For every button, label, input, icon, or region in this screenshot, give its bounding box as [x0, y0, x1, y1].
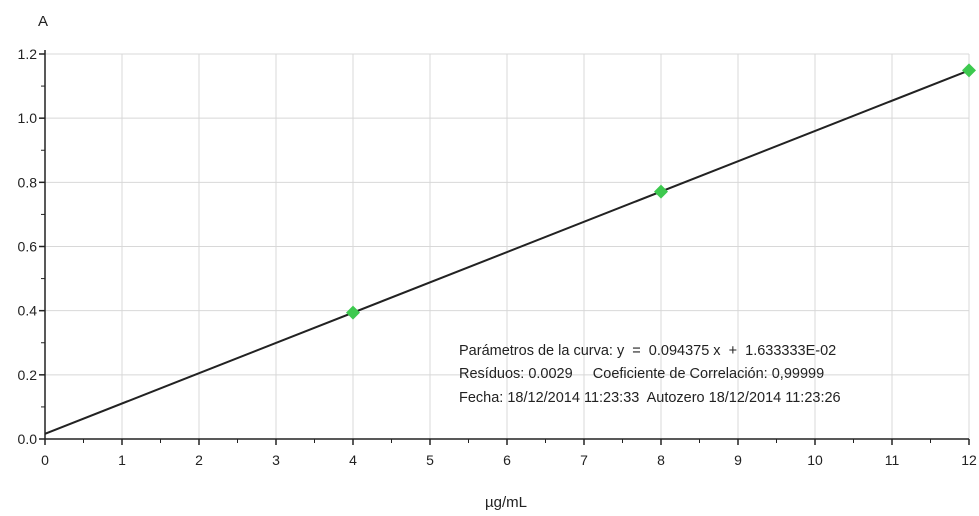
x-tick-label: 5 [426, 452, 434, 468]
x-tick-label: 3 [272, 452, 280, 468]
y-tick-label: 1.0 [18, 110, 38, 126]
y-tick-label: 0.2 [18, 367, 38, 383]
x-tick-label: 2 [195, 452, 203, 468]
y-tick-label: 0.4 [18, 303, 38, 319]
data-point-marker [962, 63, 976, 78]
fit-line-layer [44, 69, 970, 435]
x-tick-label: 6 [503, 452, 511, 468]
x-tick-label: 1 [118, 452, 126, 468]
curve-parameters-text: Parámetros de la curva: y = 0.094375 x +… [459, 343, 836, 359]
x-axis-title: µg/mL [485, 494, 527, 511]
y-tick-label: 0.6 [18, 239, 38, 255]
y-tick-label: 0.8 [18, 174, 38, 190]
x-tick-label: 7 [580, 452, 588, 468]
x-tick-label: 12 [961, 452, 977, 468]
y-tick-label: 1.2 [18, 46, 38, 62]
data-point-marker [654, 184, 668, 199]
y-axis-title: A [38, 13, 48, 30]
x-tick-label: 8 [657, 452, 665, 468]
residuals-correlation-text: Resíduos: 0.0029 Coeficiente de Correlac… [459, 366, 824, 382]
data-point-marker [346, 305, 360, 320]
date-autozero-text: Fecha: 18/12/2014 11:23:33 Autozero 18/1… [459, 390, 841, 406]
grid [45, 53, 970, 439]
points-layer [346, 63, 976, 320]
x-tick-label: 4 [349, 452, 357, 468]
x-tick-label: 0 [41, 452, 49, 468]
regression-line [44, 69, 970, 435]
y-tick-label: 0.0 [18, 431, 38, 447]
x-tick-label: 9 [734, 452, 742, 468]
ticks: 0 1 2 3 4 5 6 7 8 9 10 11 120.00.20.40.60.81.01.2 [18, 46, 977, 468]
x-tick-label: 11 [885, 452, 900, 468]
x-tick-label: 10 [807, 452, 823, 468]
